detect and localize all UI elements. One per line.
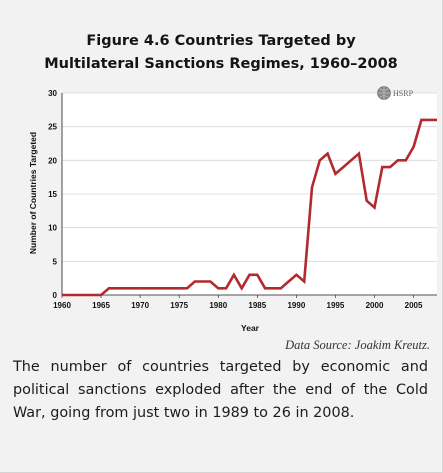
hsrp-logo: HSRP <box>377 86 414 100</box>
figure-title: Figure 4.6 Countries Targeted by Multila… <box>0 30 442 76</box>
y-tick-label: 0 <box>53 291 58 300</box>
globe-icon-grid <box>377 86 391 100</box>
series-layer <box>62 118 437 297</box>
y-tick-labels: 0 5 10 15 20 25 30 <box>48 89 57 300</box>
series-line <box>62 118 437 297</box>
figure-caption: The number of countries targeted by econ… <box>13 359 428 421</box>
hsrp-logo-text: HSRP <box>393 89 414 98</box>
x-tick-label: 1995 <box>327 301 345 310</box>
grid-lines <box>62 92 437 262</box>
x-tick-label: 1970 <box>131 301 149 310</box>
x-tick-label: 1985 <box>248 301 266 310</box>
x-axis-label: Year <box>241 323 260 333</box>
figure-title-line-2: Multilateral Sanctions Regimes, 1960–200… <box>44 56 398 72</box>
y-tick-label: 5 <box>53 257 58 266</box>
data-source-note: Data Source: Joakim Kreutz. <box>285 338 430 352</box>
x-tick-label: 1965 <box>92 301 110 310</box>
y-tick-label: 15 <box>48 190 57 199</box>
y-tick-label: 25 <box>48 123 57 132</box>
y-tick-label: 30 <box>48 89 57 98</box>
x-tick-label: 2000 <box>366 301 384 310</box>
x-tick-label: 1990 <box>287 301 305 310</box>
x-tick-label: 1975 <box>170 301 188 310</box>
x-tick-labels: 1960 1965 1970 1975 1980 1985 1990 1995 2000 2005 <box>53 295 423 310</box>
chart-svg: 0 5 10 15 20 25 30 1960 1965 1970 1975 1980 1985 199… <box>28 86 437 333</box>
x-tick-label: 2005 <box>405 301 423 310</box>
y-tick-label: 10 <box>48 224 57 233</box>
x-tick-label: 1980 <box>209 301 227 310</box>
y-axis-label: Number of Countries Targeted <box>28 132 38 254</box>
y-tick-label: 20 <box>48 156 57 165</box>
figure-title-line-1: Figure 4.6 Countries Targeted by <box>86 33 356 49</box>
x-tick-label: 1960 <box>53 301 71 310</box>
